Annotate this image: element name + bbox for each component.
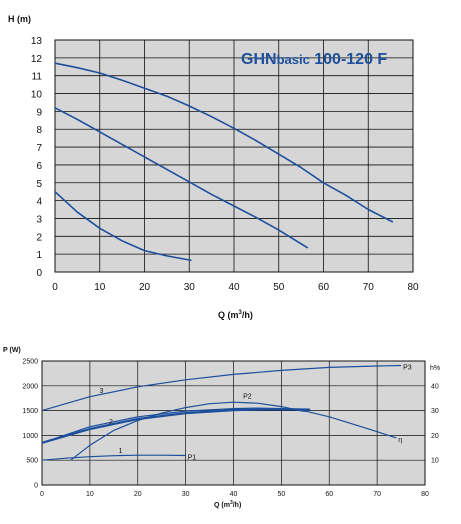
power-curve-labels: P3 P2 P1 η 3 2 1	[99, 364, 411, 461]
head-x-tick: 0	[52, 282, 58, 293]
power-curve-4	[41, 454, 186, 461]
power-x-tick: 50	[277, 491, 285, 498]
power-x-tick: 20	[134, 491, 142, 498]
head-y-tick: 0	[36, 268, 42, 279]
power-right-tick: 10	[431, 458, 439, 465]
curve-number-label: 3	[99, 388, 103, 395]
power-x-tick: 40	[230, 491, 238, 498]
power-x-tick-labels: 0 10 20 30 40 50 60 70 80	[40, 491, 429, 498]
power-x-tick: 30	[182, 491, 190, 498]
head-y-tick: 5	[36, 179, 42, 190]
head-y-axis-label: H (m)	[8, 14, 31, 24]
power-x-tick: 10	[86, 491, 94, 498]
head-x-tick: 40	[228, 282, 240, 293]
power-y-tick: 500	[26, 458, 38, 465]
curve-end-label: P2	[243, 394, 252, 401]
head-y-tick: 13	[31, 36, 43, 47]
curve-number-label: 1	[119, 448, 123, 455]
power-right-tick: 20	[431, 433, 439, 440]
head-curve-2	[54, 107, 309, 249]
head-x-tick-labels: 0 10 20 30 40 50 60 70 80	[52, 282, 419, 293]
head-curve-3	[54, 191, 192, 262]
curve-number-label: 2	[109, 419, 113, 426]
power-x-tick: 80	[421, 491, 429, 498]
power-y-tick-labels: 0 500 1000 1500 2000 2500	[22, 359, 38, 490]
power-x-tick: 60	[325, 491, 333, 498]
power-x-axis-label: Q (m3/h)	[214, 500, 241, 509]
head-x-tick: 50	[273, 282, 285, 293]
power-curves	[41, 364, 402, 461]
power-y-tick: 1500	[22, 408, 38, 415]
power-y-tick: 2500	[22, 359, 38, 366]
head-x-tick: 60	[318, 282, 330, 293]
power-y-tick: 1000	[22, 433, 38, 440]
curve-end-label: P3	[403, 364, 412, 371]
head-x-tick: 10	[94, 282, 106, 293]
head-y-tick: 6	[36, 161, 42, 172]
head-y-tick: 3	[36, 214, 42, 225]
head-y-tick: 2	[36, 232, 42, 243]
power-curve-2	[70, 401, 306, 461]
head-y-tick: 8	[36, 125, 42, 136]
power-curve-5	[41, 407, 397, 444]
head-x-tick: 70	[363, 282, 375, 293]
head-y-tick: 11	[32, 72, 43, 83]
efficiency-axis-label: h%	[430, 365, 440, 372]
power-curve-1	[41, 364, 402, 412]
power-x-tick: 70	[373, 491, 381, 498]
curve-end-label: P1	[188, 454, 197, 461]
power-y-tick: 0	[34, 483, 38, 490]
curve-end-label: η	[398, 437, 402, 444]
head-x-axis-label: Q (m3/h)	[218, 310, 253, 320]
head-y-tick: 7	[36, 143, 42, 154]
head-y-tick: 9	[36, 107, 42, 118]
power-chart: 0 10 20 30 40 50 60 70 80 0 500 1000 1500 2000 2500 1…	[3, 347, 440, 509]
chart-title: GHNbasic 100-120 F	[241, 51, 387, 68]
power-right-tick-labels: 10 20 30 40	[431, 383, 439, 464]
head-x-tick: 20	[139, 282, 151, 293]
head-y-tick: 1	[36, 250, 42, 261]
head-curves	[54, 62, 394, 262]
head-curve-1	[54, 62, 394, 223]
head-y-tick: 12	[31, 54, 43, 65]
head-x-tick: 80	[407, 282, 419, 293]
power-right-tick: 30	[431, 408, 439, 415]
head-x-tick: 30	[184, 282, 196, 293]
power-x-tick: 0	[40, 491, 44, 498]
power-y-tick: 2000	[22, 383, 38, 390]
power-right-tick: 40	[431, 383, 439, 390]
head-y-tick: 10	[31, 90, 43, 101]
head-y-tick: 4	[36, 197, 42, 208]
power-y-axis-label: P (W)	[3, 347, 21, 354]
